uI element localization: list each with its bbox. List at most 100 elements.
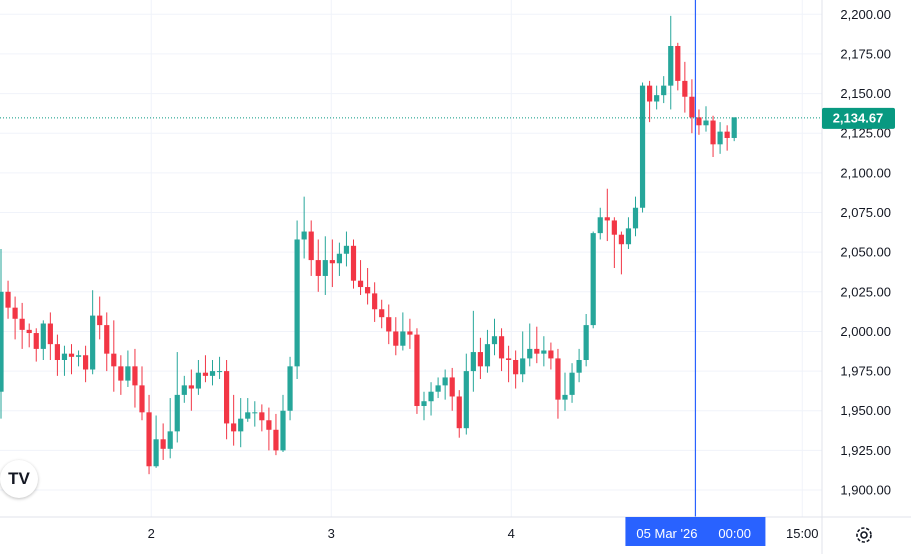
candle-body xyxy=(294,239,300,367)
candle xyxy=(259,404,265,432)
candle xyxy=(696,109,702,135)
candle-body xyxy=(675,45,681,81)
candle xyxy=(68,344,75,375)
candle-body xyxy=(520,358,526,375)
candle-body xyxy=(33,333,39,349)
candle xyxy=(520,331,526,383)
candle-body xyxy=(19,318,25,330)
candle xyxy=(174,352,180,443)
candle xyxy=(675,42,681,91)
crosshair-time: 00:00 xyxy=(718,526,751,541)
candle xyxy=(498,328,505,372)
candle-body xyxy=(47,323,53,345)
candle-body xyxy=(463,371,469,429)
candle xyxy=(463,353,469,435)
candle xyxy=(491,318,498,356)
candle xyxy=(12,296,18,340)
candle xyxy=(350,239,357,289)
candle-body xyxy=(365,287,371,294)
candle-body xyxy=(372,293,378,310)
candle xyxy=(224,359,230,440)
candle xyxy=(139,366,145,421)
candle-body xyxy=(710,120,716,145)
candle-body xyxy=(647,85,653,102)
candle xyxy=(428,382,434,416)
candle-body xyxy=(315,260,321,276)
candle xyxy=(703,106,709,132)
candle-body xyxy=(12,307,18,319)
candle-body xyxy=(590,233,596,326)
candle-body xyxy=(682,80,688,97)
candle xyxy=(75,350,82,367)
y-axis: 2,200.00 2,175.00 2,150.00 2,125.00 2,100.00… xyxy=(821,0,891,554)
candle xyxy=(534,326,540,364)
grid xyxy=(0,0,822,517)
candle xyxy=(61,345,68,376)
candle-body xyxy=(661,85,667,96)
candle xyxy=(569,363,575,403)
settings-gear-icon[interactable] xyxy=(851,522,877,548)
candle-body xyxy=(40,323,46,349)
candle-body xyxy=(83,355,89,370)
last-price-label: 2,134.67 xyxy=(822,107,895,129)
candle xyxy=(506,345,512,383)
y-tick-label: 2,075.00 xyxy=(840,205,891,220)
candle-body xyxy=(146,412,152,467)
candle xyxy=(583,314,589,367)
candle xyxy=(90,290,96,375)
candle xyxy=(548,342,554,370)
candle xyxy=(421,391,427,421)
candle-body xyxy=(174,394,180,432)
candle xyxy=(167,398,173,459)
candle-body xyxy=(357,280,364,288)
crosshair-date: 05 Mar '26 xyxy=(636,526,697,541)
candle xyxy=(365,268,371,305)
candle-body xyxy=(118,366,124,381)
candle-body xyxy=(435,385,441,392)
candle xyxy=(322,236,328,295)
candle-body xyxy=(696,117,702,126)
candle xyxy=(83,345,89,383)
candle-body xyxy=(668,45,674,86)
candle xyxy=(329,239,335,288)
candle xyxy=(513,350,519,389)
candle xyxy=(393,317,399,356)
candle xyxy=(0,248,4,419)
candle xyxy=(470,310,476,392)
candle-body xyxy=(400,331,406,346)
candle xyxy=(604,188,610,242)
candle-body xyxy=(527,348,533,359)
candle-body xyxy=(181,385,187,395)
y-tick-label: 1,950.00 xyxy=(840,403,891,418)
candle-body xyxy=(266,420,272,430)
candle-body xyxy=(724,131,730,138)
candle-body xyxy=(484,344,491,367)
candle-body xyxy=(541,350,547,354)
candle xyxy=(435,377,441,399)
candle-body xyxy=(611,220,617,235)
candle-body xyxy=(90,315,96,370)
candle-body xyxy=(639,85,646,208)
candle xyxy=(647,80,653,123)
candle xyxy=(160,423,166,460)
candle-body xyxy=(238,418,244,432)
tradingview-logo[interactable]: TV xyxy=(0,460,38,498)
candle xyxy=(33,328,39,362)
candle-body xyxy=(273,429,279,451)
candle-body xyxy=(104,325,110,354)
candle xyxy=(668,15,674,110)
candle xyxy=(54,334,60,376)
candle xyxy=(590,231,596,329)
candle-body xyxy=(625,228,632,245)
x-tick-label: 15:00 xyxy=(786,526,819,541)
candle xyxy=(19,302,25,349)
candle-body xyxy=(442,377,448,386)
candle xyxy=(146,394,152,475)
candle xyxy=(379,299,385,329)
candle xyxy=(287,356,293,421)
candle-body xyxy=(202,372,209,376)
candle xyxy=(414,328,420,414)
candle xyxy=(209,359,216,386)
candle xyxy=(541,336,547,367)
